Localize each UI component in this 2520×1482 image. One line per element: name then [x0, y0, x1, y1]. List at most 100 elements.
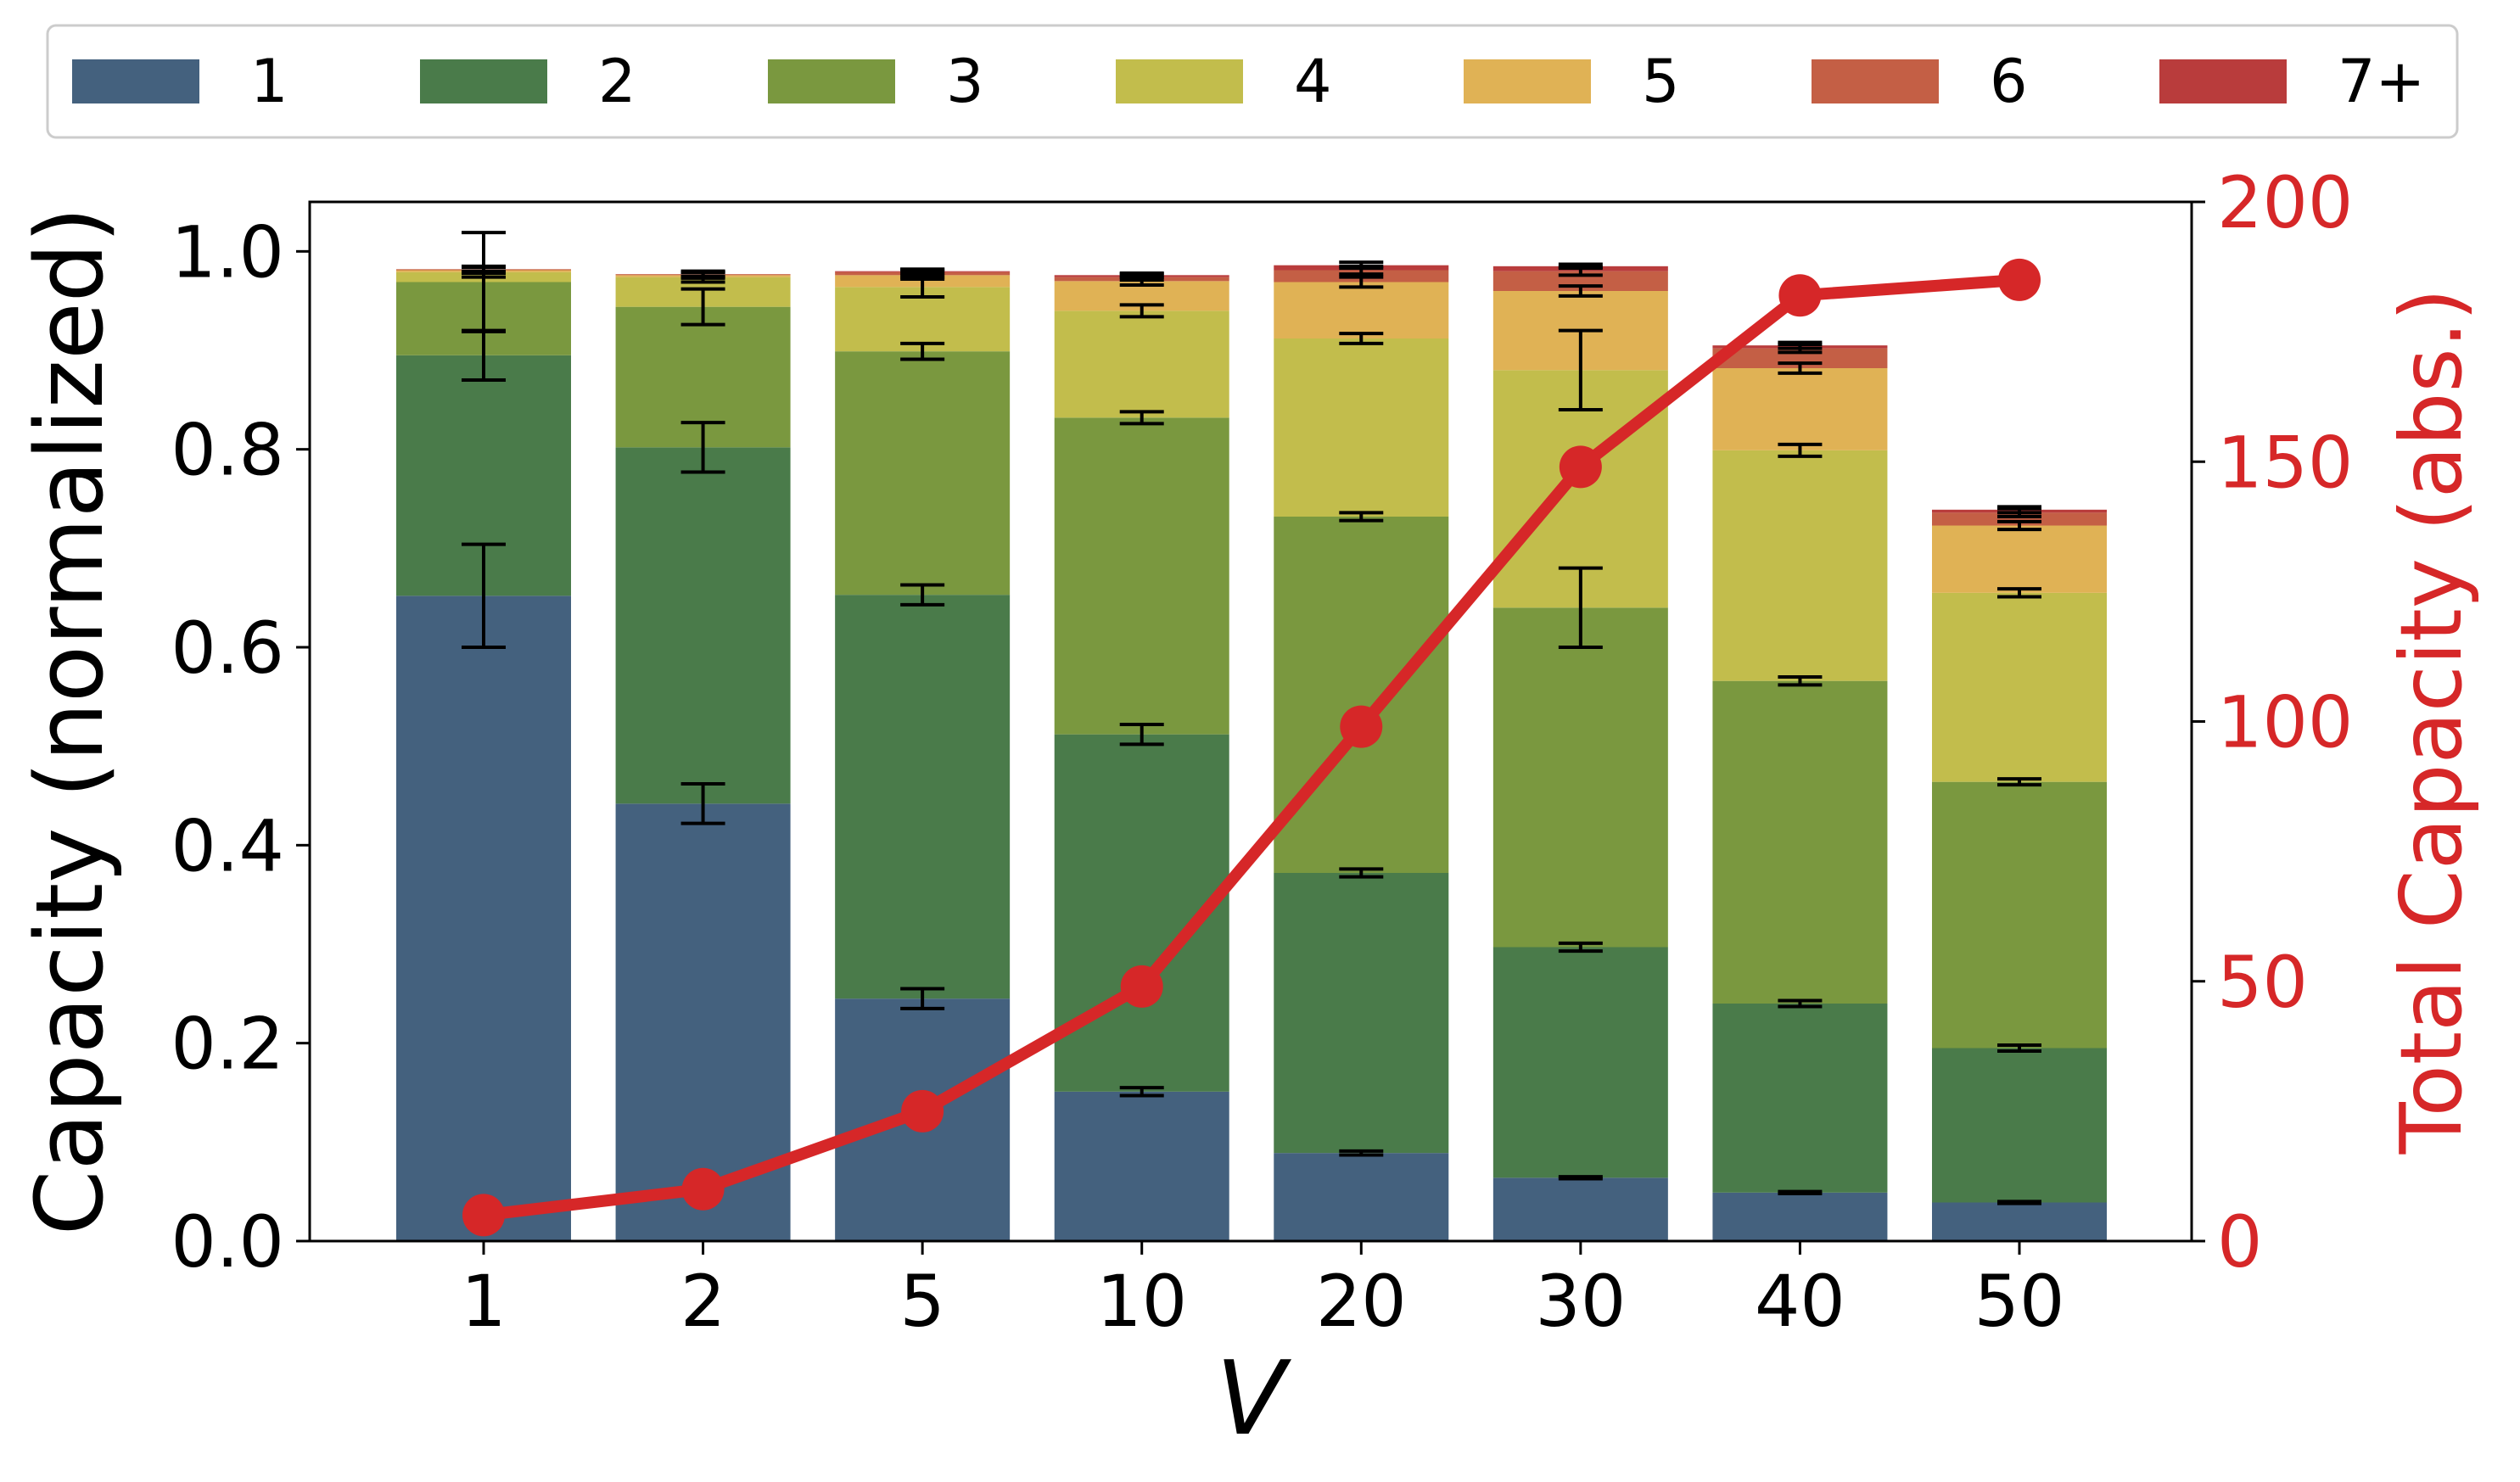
legend-swatch-2 [420, 59, 547, 103]
total-capacity-point-20 [1340, 705, 1383, 748]
errorbar-2-5 [900, 583, 945, 607]
left-tick-label: 0.2 [171, 1003, 284, 1086]
bar-segment-3-10 [1054, 417, 1229, 735]
right-tick-label: 0 [2217, 1200, 2262, 1283]
legend-swatch-5 [1464, 59, 1591, 103]
errorbar-7+-5 [900, 267, 945, 275]
legend-swatch-6 [1812, 59, 1939, 103]
legend-label-1: 1 [250, 47, 288, 116]
bar-segment-4-50 [1932, 592, 2107, 782]
bar-segment-5-50 [1932, 525, 2107, 593]
legend-label-5: 5 [1642, 47, 1680, 116]
errorbar-1-30 [1558, 1175, 1603, 1181]
bar-segment-3-40 [1712, 680, 1888, 1004]
bar-segment-2-50 [1932, 1048, 2107, 1203]
total-capacity-point-10 [1120, 965, 1163, 1008]
errorbar-2-10 [1119, 723, 1164, 747]
errorbar-3-1 [462, 231, 506, 333]
plot-frame [308, 200, 2193, 1243]
total-capacity-point-50 [1998, 258, 2041, 301]
errorbar-5-20 [1339, 275, 1384, 289]
errorbar-2-30 [1558, 941, 1603, 954]
right-tick-label: 200 [2217, 161, 2353, 244]
errorbar-2-2 [680, 421, 725, 474]
bars-layer [396, 265, 2107, 1241]
legend-swatch-1 [72, 59, 199, 103]
bar-segment-1-10 [1054, 1091, 1229, 1241]
legend-label-7+: 7+ [2338, 47, 2425, 116]
x-tick-label-1: 1 [461, 1260, 506, 1343]
right-tick-label: 50 [2217, 941, 2308, 1024]
x-tick-label-20: 20 [1316, 1260, 1407, 1343]
bar-segment-2-5 [835, 595, 1011, 999]
left-tick-label: 0.4 [171, 804, 284, 887]
errorbar-4-50 [1997, 587, 2041, 599]
bar-segment-4-20 [1274, 338, 1449, 517]
errorbar-3-30 [1558, 566, 1603, 649]
bar-segment-1-50 [1932, 1202, 2107, 1241]
x-tick-label-5: 5 [899, 1260, 944, 1343]
errorbar-4-20 [1339, 332, 1384, 345]
bar-segment-6-40 [1712, 348, 1888, 368]
x-tick-label-10: 10 [1096, 1260, 1187, 1343]
legend-box [46, 24, 2459, 139]
bar-segment-6-30 [1492, 271, 1668, 291]
bar-segment-3-30 [1492, 607, 1668, 948]
left-tick-label: 0.8 [171, 409, 284, 492]
legend-label-3: 3 [946, 47, 984, 116]
bar-segment-1-20 [1274, 1153, 1449, 1241]
x-tick-label-2: 2 [680, 1260, 725, 1343]
x-tick-label-40: 40 [1755, 1260, 1845, 1343]
errorbar-7+-30 [1558, 262, 1603, 271]
total-capacity-line [478, 273, 2025, 1222]
errorbar-5-50 [1997, 519, 2041, 532]
total-capacity-point-2 [681, 1167, 725, 1211]
errorbar-7+-50 [1997, 505, 2041, 515]
right-tick-label: 150 [2217, 421, 2353, 504]
bar-segment-1-40 [1712, 1192, 1888, 1241]
bar-segment-2-30 [1492, 947, 1668, 1178]
errorbar-1-2 [680, 782, 725, 825]
total-capacity-point-1 [462, 1194, 505, 1237]
errorbar-3-40 [1778, 675, 1823, 687]
errorbar-3-50 [1997, 777, 2041, 787]
legend: 1 2 3 4 5 6 7+ [72, 47, 2425, 116]
errorbar-7+-1 [462, 266, 506, 273]
bar-segment-4-40 [1712, 450, 1888, 681]
x-axis-label: V [1216, 1340, 1292, 1458]
total-capacity-point-40 [1778, 274, 1822, 317]
total-capacity-point-5 [901, 1089, 944, 1132]
bar-segment-4-10 [1054, 310, 1229, 418]
bar-segment-1-1 [396, 596, 571, 1241]
bar-segment-5-40 [1712, 368, 1888, 450]
left-tick-label: 1.0 [171, 210, 284, 294]
errorbar-1-50 [1997, 1200, 2041, 1205]
errorbars-layer [462, 231, 2041, 1205]
bar-segment-2-2 [615, 447, 791, 804]
right-y-axis: 0 50 100 150 200 [2192, 161, 2353, 1283]
errorbar-5-30 [1558, 284, 1603, 298]
errorbar-5-40 [1778, 361, 1823, 375]
errorbar-3-2 [680, 287, 725, 327]
bar-segment-3-5 [835, 351, 1011, 596]
errorbar-1-1 [462, 542, 506, 649]
errorbar-4-40 [1778, 442, 1823, 458]
errorbar-3-10 [1119, 410, 1164, 426]
errorbar-3-20 [1339, 511, 1384, 523]
bar-segment-6-50 [1932, 512, 2107, 526]
errorbar-3-5 [900, 341, 945, 361]
right-tick-label: 100 [2217, 681, 2353, 764]
legend-swatch-3 [768, 59, 895, 103]
legend-label-4: 4 [1294, 47, 1332, 116]
left-y-axis-label: Capacity (normalized) [15, 207, 124, 1236]
total-capacity-point-30 [1559, 445, 1602, 489]
right-y-axis-label: Total Capacity (abs.) [2382, 288, 2481, 1155]
errorbar-4-30 [1558, 328, 1603, 411]
errorbar-7+-10 [1119, 271, 1164, 279]
errorbar-1-10 [1119, 1086, 1164, 1098]
errorbar-2-50 [1997, 1043, 2041, 1053]
legend-label-6: 6 [1990, 47, 2028, 116]
errorbar-2-20 [1339, 867, 1384, 879]
left-tick-label: 0.6 [171, 607, 284, 690]
